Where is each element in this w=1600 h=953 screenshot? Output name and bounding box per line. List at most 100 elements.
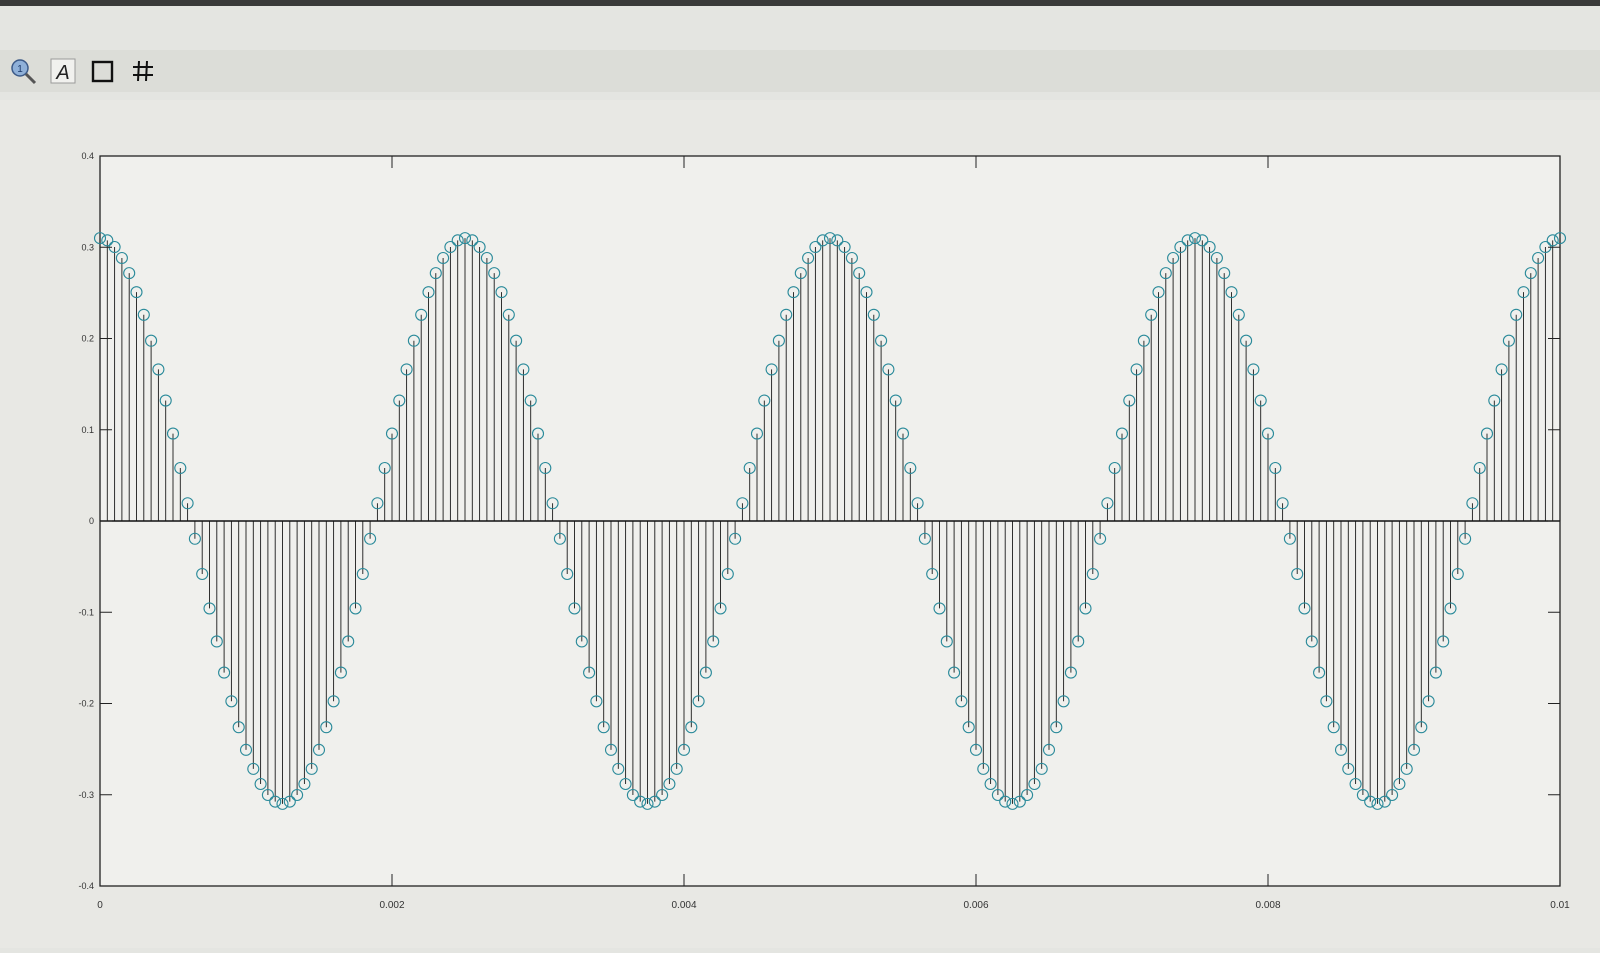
stem-marker [1466, 497, 1479, 510]
stem-marker [1451, 567, 1464, 581]
grid-icon[interactable] [128, 56, 158, 86]
stem-marker [531, 427, 545, 440]
stem-marker [210, 635, 223, 648]
stem-marker [1057, 695, 1070, 708]
stem-marker [488, 267, 501, 280]
stem-marker [933, 602, 946, 615]
y-tick-label: -0.2 [78, 699, 94, 709]
stem-marker [1064, 666, 1077, 679]
stem-marker [1495, 363, 1508, 376]
y-tick-label: 0.4 [81, 151, 94, 161]
stem-marker [999, 795, 1012, 808]
stem-marker [656, 788, 669, 802]
stem-marker [422, 286, 435, 299]
stem-marker [334, 666, 347, 679]
stem-marker [1371, 797, 1384, 810]
y-tick-label: 0.2 [81, 334, 94, 344]
stem-marker [1459, 532, 1472, 545]
stem-marker [1203, 240, 1216, 254]
stem-marker [729, 532, 742, 545]
stem-marker [283, 795, 296, 808]
stem-marker [626, 788, 639, 802]
stem-marker [1298, 602, 1311, 615]
stem-marker [663, 777, 676, 791]
stem-marker [1386, 788, 1399, 802]
stem-marker [575, 635, 588, 648]
stem-marker [291, 788, 304, 802]
stem-marker [1269, 461, 1282, 475]
stem-marker [378, 461, 391, 475]
stem-marker [867, 308, 880, 321]
text-icon[interactable]: A [48, 56, 78, 86]
stem-marker [1364, 795, 1377, 808]
stem-marker [1480, 427, 1494, 440]
stem-marker [451, 234, 464, 247]
stem-marker [1188, 232, 1202, 245]
stem-marker [962, 721, 975, 734]
stem-marker [860, 286, 873, 299]
stem-marker [480, 251, 493, 265]
stem-marker [1349, 777, 1362, 791]
stem-marker [1524, 267, 1537, 280]
stem-marker [823, 232, 837, 245]
stem-marker [115, 251, 128, 265]
figure-canvas: 0 0.002 0.004 0.006 0.008 0.01 0.4 0.3 0.2 0.1 0-… [0, 100, 1600, 948]
stem-marker [670, 762, 683, 775]
stem-marker [590, 695, 603, 708]
stem-marker [1225, 286, 1238, 299]
stem-marker [604, 743, 618, 756]
stem-marker [1488, 394, 1501, 407]
stem-marker [634, 795, 647, 808]
stem-marker [349, 602, 362, 615]
stem-marker [1313, 666, 1326, 679]
stem-marker [955, 695, 968, 708]
box-icon[interactable] [88, 56, 118, 86]
x-tick-label: 0.002 [379, 900, 404, 911]
zoom-icon[interactable]: 1 [8, 56, 38, 86]
stem-marker [1415, 721, 1428, 734]
x-tick-label: 0 [97, 900, 103, 911]
x-tick-label: 0.004 [671, 900, 696, 911]
stem-marker [371, 497, 384, 510]
stem-marker [152, 363, 165, 376]
stem-marker [1232, 308, 1245, 321]
stem-marker [648, 795, 661, 808]
stem-marker [458, 232, 472, 245]
stem-marker [765, 363, 778, 376]
stem-marker [1159, 267, 1172, 280]
y-tick-label: -0.4 [78, 881, 94, 891]
stem-marker [1079, 602, 1092, 615]
stem-marker [1261, 427, 1275, 440]
stem-marker [510, 334, 523, 347]
stem-marker [1101, 497, 1114, 510]
figure-toolbar: 1 A [0, 50, 1600, 92]
stem-marker [225, 695, 238, 708]
stem-marker [707, 635, 720, 648]
stem-marker [502, 308, 515, 321]
stem-marker [845, 251, 858, 265]
stem-marker [787, 286, 800, 299]
stem-marker [385, 427, 399, 440]
stem-marker [101, 234, 114, 247]
stem-marker [984, 777, 997, 791]
stem-marker [875, 334, 888, 347]
stem-marker [1305, 635, 1318, 648]
stem-marker [415, 308, 428, 321]
stem-marker [568, 602, 581, 615]
stem-marker [1174, 240, 1187, 254]
stem-marker [1291, 567, 1304, 581]
stem-marker [896, 427, 910, 440]
stem-marker [407, 334, 420, 347]
stem-marker [232, 721, 245, 734]
stem-marker [561, 567, 574, 581]
stem-marker [1050, 721, 1063, 734]
stem-marker [93, 232, 107, 245]
stem-marker [356, 567, 369, 581]
stem-marker [546, 497, 559, 510]
stem-marker [276, 797, 289, 810]
stem-marker [1553, 232, 1567, 245]
stem-marker [1378, 795, 1391, 808]
stem-marker [641, 797, 654, 810]
stem-marker [517, 363, 530, 376]
x-axis-ticks: 0 0.002 0.004 0.006 0.008 0.01 [97, 156, 1570, 911]
